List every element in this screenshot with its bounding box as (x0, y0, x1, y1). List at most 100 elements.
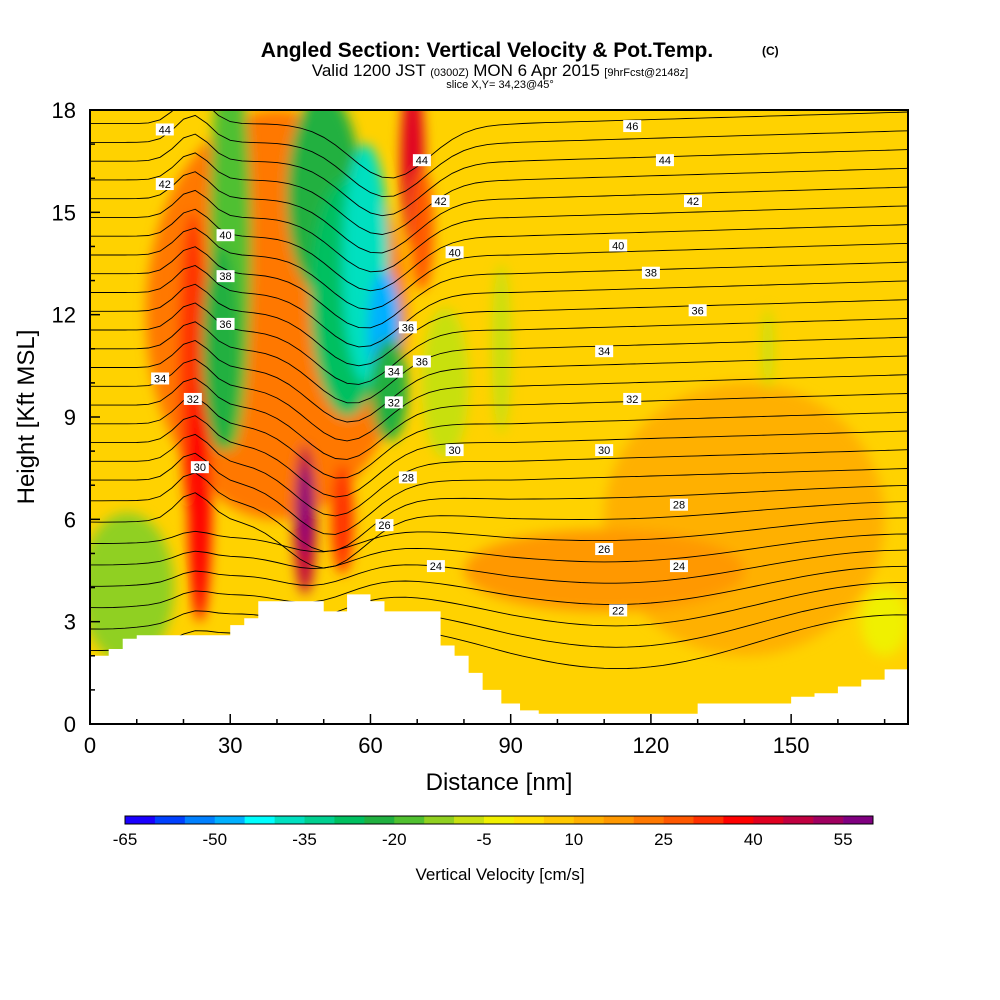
colorbar-swatch (753, 816, 784, 824)
svg-text:40: 40 (448, 247, 460, 259)
svg-text:44: 44 (659, 155, 671, 167)
colorbar-swatch (633, 816, 664, 824)
forecast-tag: [9hrFcst@2148z] (604, 67, 688, 79)
isentrope-line (90, 358, 908, 442)
isentrope-label: 36 (412, 355, 431, 368)
velocity-cell (370, 338, 408, 441)
isentrope-line (90, 517, 908, 553)
svg-text:40: 40 (219, 230, 231, 242)
title-units: (C) (762, 44, 779, 58)
velocity-cell (410, 167, 434, 291)
colorbar-swatch (723, 816, 754, 824)
svg-text:38: 38 (219, 271, 231, 283)
colorbar-tick-label: -35 (292, 830, 317, 849)
isentrope-line (90, 340, 908, 423)
x-axis-label: Distance [nm] (426, 769, 573, 796)
isentrope-label: 34 (595, 345, 614, 358)
svg-text:44: 44 (416, 155, 428, 167)
isentrope-label: 44 (655, 154, 674, 167)
colorbar-swatch (214, 816, 245, 824)
isentrope-line (90, 433, 908, 517)
y-tick-label: 12 (52, 303, 76, 328)
valid-zulu: (0300Z) (430, 67, 469, 79)
svg-text:36: 36 (402, 322, 414, 334)
colorbar-swatch (513, 816, 545, 824)
valid-time-line: Valid 1200 JST (0300Z) MON 6 Apr 2015 [9… (312, 61, 688, 80)
svg-text:34: 34 (598, 346, 610, 358)
svg-text:42: 42 (687, 196, 699, 208)
isentrope-line (90, 598, 908, 651)
isentrope-line (90, 171, 908, 254)
colorbar-swatch (603, 816, 634, 824)
colorbar-tick-label: 10 (564, 830, 583, 849)
svg-text:30: 30 (598, 445, 610, 457)
isentrope-label: 30 (595, 444, 614, 457)
isentrope-label: 40 (216, 229, 235, 242)
colorbar-tick-label: 25 (654, 830, 673, 849)
x-tick-label: 90 (498, 733, 522, 758)
colorbar-swatch (813, 816, 844, 824)
plot-area (90, 110, 908, 724)
isentrope-line (90, 321, 908, 404)
colorbar-swatch (543, 816, 575, 824)
colorbar-swatch (364, 816, 395, 824)
colorbar-swatch (843, 816, 874, 824)
isentrope-label: 26 (375, 519, 394, 532)
chart-title: Angled Section: Vertical Velocity & Pot.… (261, 39, 713, 62)
velocity-cell (604, 382, 885, 656)
svg-text:26: 26 (598, 544, 610, 556)
slice-label: slice X,Y= 34,23@45° (446, 79, 554, 91)
isentrope-label: 46 (623, 120, 642, 133)
isentropes (90, 110, 908, 673)
y-axis-label: Height [Kft MSL] (13, 330, 40, 505)
isentrope-label: 38 (641, 266, 660, 280)
svg-text:22: 22 (612, 605, 624, 617)
isentrope-label: 30 (190, 461, 209, 474)
isentrope-line (90, 377, 908, 460)
terrain (90, 594, 908, 724)
isentrope-line (90, 396, 908, 479)
isentrope-label: 34 (384, 365, 403, 379)
colorbar-swatch (783, 816, 814, 824)
isentrope-label: 40 (445, 246, 464, 259)
velocity-cell (188, 382, 212, 622)
velocity-cell (202, 246, 240, 452)
isentrope-labels: 44 42 40 38 36 34 32 30 44 42 40 36 36 34 32 30 28 26 24 46… (151, 120, 707, 617)
velocity-cell (861, 587, 908, 656)
svg-text:42: 42 (159, 179, 171, 191)
isentrope-label: 32 (623, 392, 642, 406)
svg-text:40: 40 (612, 240, 624, 252)
isentrope-label: 38 (216, 270, 235, 283)
svg-text:36: 36 (219, 319, 231, 331)
svg-text:32: 32 (626, 394, 638, 406)
y-tick-label: 0 (64, 712, 76, 737)
isentrope-line (90, 246, 908, 329)
isentrope-line (90, 114, 908, 198)
svg-text:24: 24 (430, 561, 442, 573)
x-tick-label: 30 (218, 733, 242, 758)
isentrope-line (90, 415, 908, 498)
x-axis: 0 30 60 90 120 150 (84, 714, 886, 758)
isentrope-line (90, 492, 908, 569)
svg-text:24: 24 (673, 561, 685, 573)
isentrope-line (90, 549, 908, 587)
svg-text:32: 32 (187, 394, 199, 406)
svg-text:30: 30 (448, 445, 460, 457)
velocity-cell (421, 307, 469, 458)
svg-text:28: 28 (673, 500, 685, 512)
isentrope-label: 36 (216, 317, 235, 331)
colorbar-swatch (424, 816, 455, 824)
isentrope-line (90, 472, 908, 552)
svg-text:44: 44 (159, 124, 171, 136)
isentrope-label: 34 (151, 372, 170, 385)
isentrope-label: 24 (669, 560, 688, 573)
x-tick-label: 120 (633, 733, 670, 758)
y-tick-label: 18 (52, 98, 76, 123)
isentrope-line (90, 283, 908, 367)
colorbar-swatch (274, 816, 305, 824)
isentrope-label: 30 (445, 444, 464, 457)
colorbar-swatch (184, 816, 216, 824)
x-tick-label: 60 (358, 733, 382, 758)
isentrope-label: 42 (683, 195, 702, 208)
y-tick-label: 6 (64, 507, 76, 532)
